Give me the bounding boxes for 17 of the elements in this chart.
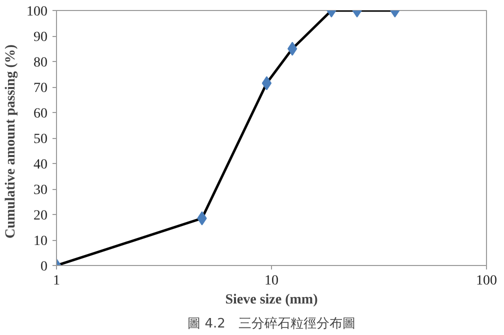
x-tick-label: 100	[476, 274, 497, 288]
y-tick-label: 90	[34, 30, 48, 45]
y-tick-label: 10	[34, 234, 48, 249]
y-tick-label: 100	[26, 4, 48, 20]
y-axis-title: Cumulative amount passing (%)	[4, 44, 18, 239]
y-tick-label: 0	[40, 260, 48, 274]
y-tick-label: 30	[34, 183, 48, 198]
y-tick-label: 60	[34, 106, 48, 122]
y-tick-label: 50	[34, 132, 48, 147]
caption: 圖 4.2 三分碎石粒徑分布圖	[188, 316, 356, 332]
y-tick-label: 80	[34, 56, 48, 70]
x-tick-label: 1	[53, 274, 60, 288]
y-tick-label: 70	[34, 81, 48, 96]
x-axis-title: Sieve size (mm)	[225, 292, 318, 308]
y-tick-label: 40	[34, 158, 48, 172]
y-tick-label: 20	[34, 208, 48, 224]
x-tick-label: 10	[264, 274, 278, 288]
